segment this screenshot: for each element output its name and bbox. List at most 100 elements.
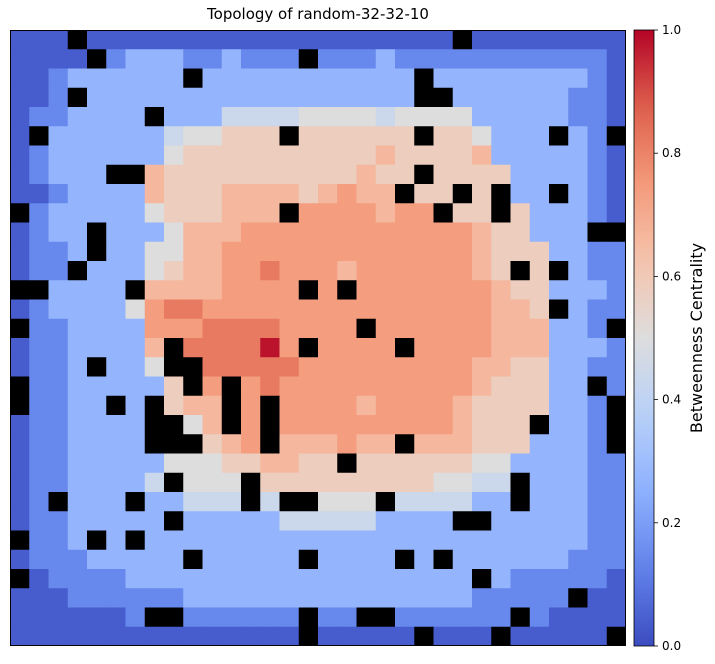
heatmap-cell: [106, 145, 126, 166]
heatmap-cell: [279, 299, 300, 320]
heatmap-cell: [395, 49, 415, 69]
heatmap-cell: [452, 87, 473, 108]
heatmap-cell: [491, 492, 511, 512]
heatmap-cell: [67, 49, 88, 69]
heatmap-cell: [375, 203, 396, 223]
heatmap-cell: [318, 395, 338, 416]
heatmap-cell: [221, 222, 242, 243]
heatmap-cell: [510, 357, 531, 377]
obstacle-cell: [87, 222, 107, 243]
heatmap-cell: [510, 222, 531, 243]
heatmap-cell: [10, 626, 30, 646]
heatmap-cell: [587, 453, 608, 474]
heatmap-cell: [337, 492, 357, 512]
heatmap-cell: [241, 126, 261, 146]
heatmap-cell: [568, 511, 588, 531]
obstacle-cell: [452, 184, 473, 204]
heatmap-cell: [144, 511, 165, 531]
heatmap-cell: [510, 145, 531, 166]
heatmap-cell: [144, 549, 165, 570]
heatmap-cell: [433, 472, 454, 493]
heatmap-cell: [202, 126, 223, 146]
heatmap-cell: [529, 338, 550, 358]
heatmap-cell: [164, 549, 184, 570]
heatmap-cell: [67, 453, 88, 474]
heatmap-cell: [510, 241, 531, 262]
heatmap-cell: [221, 126, 242, 146]
heatmap-cell: [106, 530, 126, 551]
heatmap-cell: [568, 492, 588, 512]
heatmap-cell: [568, 241, 588, 262]
heatmap-cell: [164, 145, 184, 166]
heatmap-cell: [510, 415, 531, 435]
heatmap-cell: [48, 607, 69, 628]
heatmap-cell: [48, 357, 69, 377]
heatmap-cell: [164, 453, 184, 474]
heatmap-cell: [106, 126, 126, 146]
heatmap-cell: [606, 30, 626, 50]
heatmap-cell: [87, 338, 107, 358]
heatmap-cell: [144, 30, 165, 50]
heatmap-cell: [337, 68, 357, 89]
heatmap-cell: [375, 569, 396, 589]
heatmap-cell: [337, 607, 357, 628]
heatmap-cell: [10, 87, 30, 108]
heatmap-cell: [125, 376, 146, 397]
heatmap-cell: [241, 395, 261, 416]
heatmap-cell: [10, 511, 30, 531]
heatmap-cell: [472, 68, 492, 89]
obstacle-cell: [433, 203, 454, 223]
heatmap-cell: [568, 434, 588, 454]
heatmap-cell: [529, 126, 550, 146]
heatmap-cell: [260, 30, 280, 50]
heatmap-cell: [587, 395, 608, 416]
heatmap-cell: [164, 203, 184, 223]
heatmap-cell: [48, 626, 69, 646]
heatmap-cell: [48, 318, 69, 339]
heatmap-cell: [356, 222, 377, 243]
heatmap-cell: [568, 87, 588, 108]
heatmap-cell: [241, 549, 261, 570]
heatmap-cell: [260, 184, 280, 204]
obstacle-cell: [221, 395, 242, 416]
heatmap-cell: [510, 203, 531, 223]
heatmap-cell: [221, 30, 242, 50]
heatmap-cell: [221, 68, 242, 89]
heatmap-cell: [87, 164, 107, 185]
heatmap-cell: [491, 472, 511, 493]
heatmap-cell: [241, 588, 261, 608]
heatmap-cell: [144, 145, 165, 166]
heatmap-cell: [337, 588, 357, 608]
heatmap-cell: [164, 68, 184, 89]
heatmap-cell: [318, 87, 338, 108]
heatmap-cell: [125, 549, 146, 570]
heatmap-cell: [298, 222, 319, 243]
heatmap-cell: [549, 626, 569, 646]
heatmap-cell: [10, 453, 30, 474]
heatmap-cell: [472, 492, 492, 512]
heatmap-cell: [164, 569, 184, 589]
heatmap-cell: [202, 395, 223, 416]
heatmap-cell: [606, 588, 626, 608]
heatmap-cell: [87, 588, 107, 608]
heatmap-cell: [10, 338, 30, 358]
heatmap-cell: [356, 68, 377, 89]
heatmap-cell: [433, 607, 454, 628]
heatmap-cell: [452, 241, 473, 262]
heatmap-cell: [375, 126, 396, 146]
obstacle-cell: [144, 434, 165, 454]
heatmap-cell: [452, 472, 473, 493]
heatmap-cell: [48, 164, 69, 185]
heatmap-cell: [414, 434, 434, 454]
heatmap-cell: [510, 530, 531, 551]
heatmap-cell: [568, 472, 588, 493]
heatmap-cell: [510, 126, 531, 146]
heatmap-cell: [395, 376, 415, 397]
heatmap-cell: [87, 30, 107, 50]
heatmap-cell: [587, 107, 608, 127]
heatmap-cell: [568, 184, 588, 204]
heatmap-cell: [279, 338, 300, 358]
obstacle-cell: [260, 415, 280, 435]
heatmap-cell: [452, 588, 473, 608]
heatmap-cell: [10, 164, 30, 185]
